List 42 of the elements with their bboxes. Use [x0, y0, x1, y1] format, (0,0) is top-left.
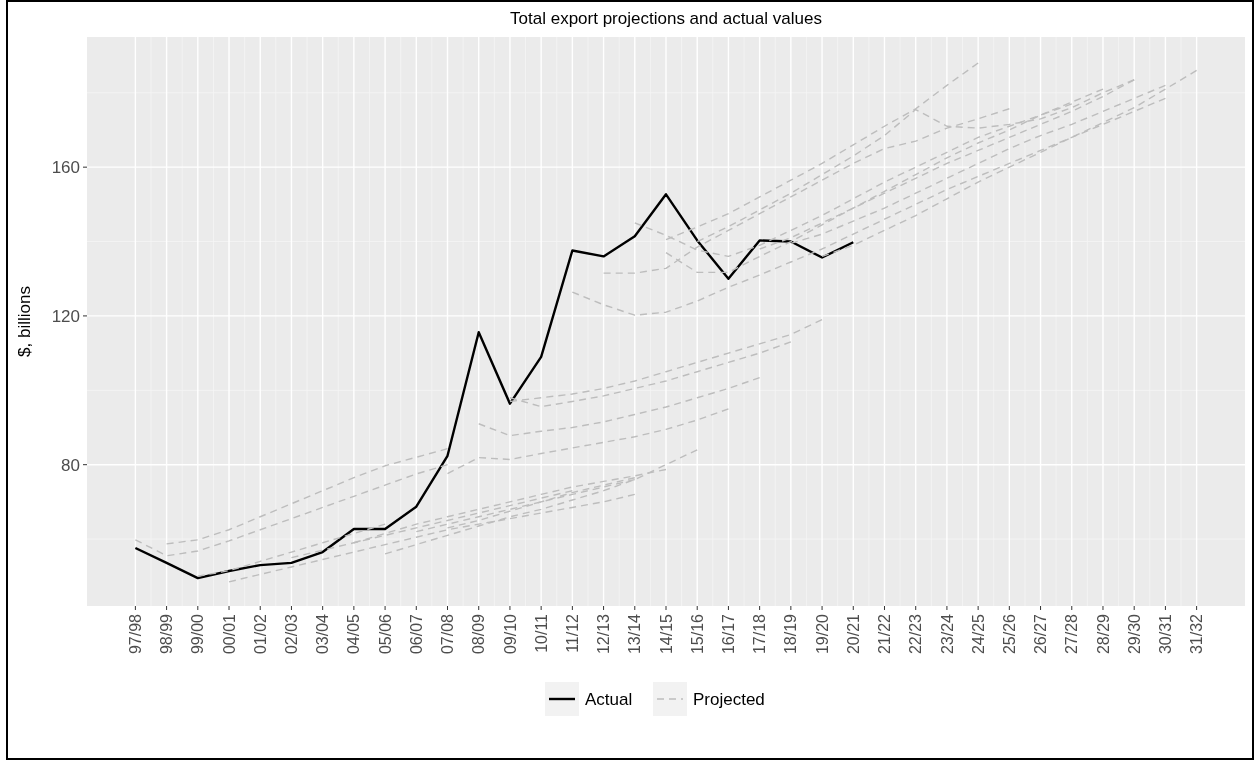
x-tick-label: 98/99	[158, 613, 176, 655]
x-tick-label: 17/18	[751, 613, 769, 655]
x-tick-label: 26/27	[1032, 613, 1050, 655]
legend-label: Projected	[693, 689, 765, 709]
x-tick-label: 00/01	[220, 613, 238, 655]
x-tick-label: 07/08	[439, 613, 457, 655]
x-tick-label: 27/28	[1063, 613, 1081, 655]
x-tick-label: 29/30	[1125, 613, 1143, 655]
chart-title: Total export projections and actual values	[510, 9, 822, 28]
x-tick-label: 18/19	[782, 613, 800, 655]
x-tick-label: 16/17	[720, 613, 738, 655]
y-tick-label: 160	[51, 158, 80, 178]
x-tick-label: 31/32	[1188, 613, 1206, 655]
x-tick-label: 30/31	[1157, 613, 1175, 655]
x-tick-label: 20/21	[844, 613, 862, 655]
x-tick-label: 24/25	[969, 613, 987, 655]
x-tick-label: 99/00	[189, 613, 207, 655]
x-tick-label: 14/15	[657, 613, 675, 655]
x-tick-label: 15/16	[688, 613, 706, 655]
x-tick-label: 25/26	[1000, 613, 1018, 655]
x-tick-label: 97/98	[126, 613, 144, 655]
x-tick-label: 23/24	[938, 613, 956, 655]
legend-label: Actual	[585, 689, 633, 709]
x-tick-label: 08/09	[470, 613, 488, 655]
x-tick-label: 02/03	[283, 613, 301, 655]
x-tick-label: 09/10	[501, 613, 519, 655]
x-tick-label: 13/14	[626, 613, 644, 655]
x-tick-label: 05/06	[376, 613, 394, 655]
x-tick-label: 21/22	[876, 613, 894, 655]
y-tick-label: 80	[61, 455, 80, 475]
x-tick-label: 10/11	[532, 613, 550, 653]
y-tick-label: 120	[51, 306, 80, 326]
x-tick-label: 04/05	[345, 613, 363, 655]
x-tick-label: 28/29	[1094, 613, 1112, 655]
x-tick-label: 06/07	[407, 613, 425, 655]
x-tick-label: 11/12	[563, 613, 581, 653]
y-axis-title: $, billions	[15, 286, 34, 357]
x-tick-label: 01/02	[251, 613, 269, 655]
x-tick-label: 19/20	[813, 613, 831, 655]
x-tick-label: 12/13	[595, 613, 613, 655]
x-tick-label: 22/23	[907, 613, 925, 655]
x-tick-label: 03/04	[314, 613, 332, 655]
